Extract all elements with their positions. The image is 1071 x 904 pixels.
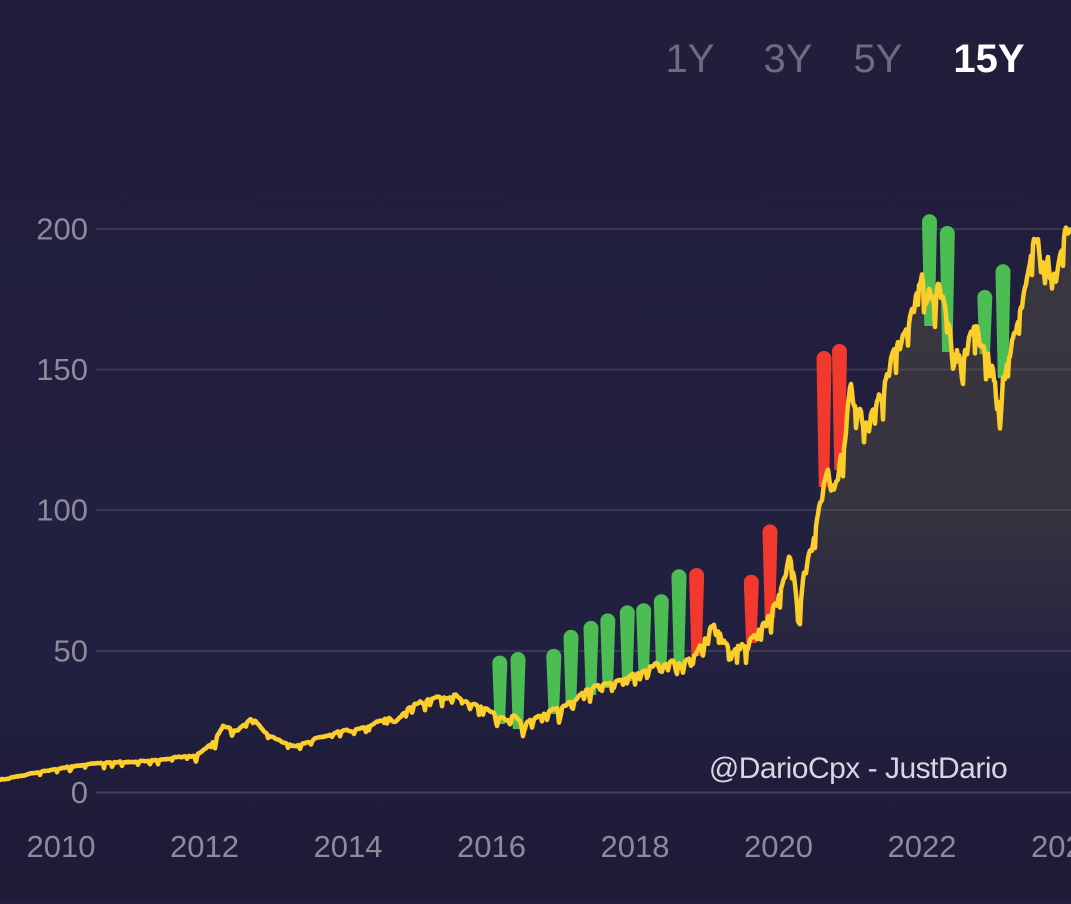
svg-text:2010: 2010 [27,829,96,864]
svg-text:150: 150 [36,352,88,387]
svg-text:2022: 2022 [888,829,957,864]
svg-text:2012: 2012 [170,829,239,864]
svg-text:2020: 2020 [744,829,813,864]
svg-text:1Y: 1Y [666,37,715,81]
svg-text:3Y: 3Y [764,37,813,81]
svg-text:2018: 2018 [601,829,670,864]
svg-text:50: 50 [54,634,88,669]
svg-text:2014: 2014 [314,829,383,864]
svg-text:5Y: 5Y [854,37,903,81]
svg-text:@DarioCpx - JustDario: @DarioCpx - JustDario [709,752,1007,785]
svg-text:200: 200 [36,212,88,247]
svg-text:100: 100 [36,493,88,528]
svg-text:2024: 2024 [1031,829,1071,864]
svg-text:2016: 2016 [457,829,526,864]
svg-text:15Y: 15Y [953,37,1024,81]
